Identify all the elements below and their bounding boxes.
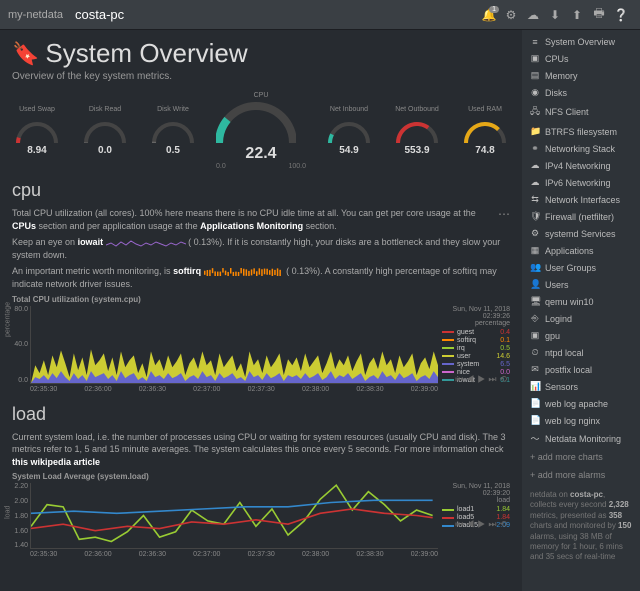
sidebar-item-web-log-apache[interactable]: 📄web log apache (522, 395, 640, 412)
gauge-net-inbound[interactable]: Net Inbound54.9 (324, 106, 374, 156)
sidebar-item-qemu-win10[interactable]: 🖥qemu win10 (522, 293, 640, 310)
sidebar-item-postfix-local[interactable]: ✉postfix local (522, 361, 640, 378)
sidebar-item-systemd-services[interactable]: ⚙systemd Services (522, 225, 640, 242)
sidebar-item-memory[interactable]: ▤Memory (522, 67, 640, 84)
sidebar-item-disks[interactable]: ◉Disks (522, 84, 640, 101)
sidebar: ≡System Overview▣CPUs▤Memory◉Disks🖧NFS C… (522, 30, 640, 591)
cpu-heading: cpu (12, 180, 510, 201)
gauge-disk-read[interactable]: Disk Read0.0 (80, 106, 130, 156)
sidebar-item-ipv6-networking[interactable]: ☁IPv6 Networking (522, 174, 640, 191)
add-alarms[interactable]: + add more alarms (522, 466, 640, 484)
alert-badge: 1 (489, 6, 499, 13)
bell-icon[interactable]: 🔔1 (478, 4, 500, 26)
load-heading: load (12, 404, 510, 425)
hostname[interactable]: costa-pc (75, 7, 124, 22)
sidebar-item-users[interactable]: 👤Users (522, 276, 640, 293)
sidebar-item-btrfs-filesystem[interactable]: 📁BTRFS filesystem (522, 123, 640, 140)
cpu-desc-2: Keep an eye on iowait ( 0.13%). If it is… (12, 236, 510, 261)
sidebar-item-system-overview[interactable]: ≡System Overview (522, 34, 640, 50)
chart-controls[interactable]: ⏮◀▶⏭⟲ (455, 374, 510, 385)
cpu-desc-1: Total CPU utilization (all cores). 100% … (12, 207, 510, 232)
cpu-chart-title: Total CPU utilization (system.cpu) (12, 295, 510, 304)
add-charts[interactable]: + add more charts (522, 448, 640, 466)
sidebar-item-web-log-nginx[interactable]: 📄web log nginx (522, 412, 640, 429)
legend-ts: Sun, Nov 11, 201802:39:26percentage (442, 306, 510, 327)
bookmark-icon: 🔖 (12, 41, 39, 67)
sidebar-item-network-interfaces[interactable]: ⇆Network Interfaces (522, 191, 640, 208)
help-icon[interactable]: ❔ (610, 4, 632, 26)
sidebar-item-logind[interactable]: ⎆Logind (522, 310, 640, 327)
cloud-icon[interactable]: ☁ (522, 4, 544, 26)
sidebar-item-networking-stack[interactable]: ⚭Networking Stack (522, 140, 640, 157)
cpu-desc-3: An important metric worth monitoring, is… (12, 265, 510, 290)
gauge-used-ram[interactable]: Used RAM74.8 (460, 106, 510, 156)
brand[interactable]: my-netdata (8, 9, 63, 21)
legend-ts: Sun, Nov 11, 201802:39:20load (442, 483, 510, 504)
page-subtitle: Overview of the key system metrics. (12, 71, 510, 82)
sidebar-item-netdata-monitoring[interactable]: 〜Netdata Monitoring (522, 429, 640, 448)
upload-icon[interactable]: ⬆ (566, 4, 588, 26)
gauge-used-swap[interactable]: Used Swap8.94 (12, 106, 62, 156)
sidebar-item-nfs-client[interactable]: 🖧NFS Client (522, 101, 640, 123)
load-chart[interactable]: load 2.202.001.801.601.40 02:35:3002:36:… (12, 483, 510, 561)
cpu-chart[interactable]: percentage 80.040.00.0 02:35:3002:36:000… (12, 306, 510, 396)
gauge-net-outbound[interactable]: Net Outbound553.9 (392, 106, 442, 156)
load-desc: Current system load, i.e. the number of … (12, 431, 510, 469)
sidebar-item-sensors[interactable]: 📊Sensors (522, 378, 640, 395)
sidebar-item-firewall-(netfilter)[interactable]: 🛡Firewall (netfilter) (522, 208, 640, 225)
sidebar-item-applications[interactable]: ▦Applications (522, 242, 640, 259)
sidebar-item-cpus[interactable]: ▣CPUs (522, 50, 640, 67)
sidebar-item-user-groups[interactable]: 👥User Groups (522, 259, 640, 276)
page-title: 🔖System Overview (12, 38, 510, 69)
load-chart-title: System Load Average (system.load) (12, 472, 510, 481)
chart-controls[interactable]: ⏮◀▶⏭⟲ (455, 519, 510, 530)
print-icon[interactable]: 🖶 (588, 4, 610, 26)
gear-icon[interactable]: ⚙ (500, 4, 522, 26)
sidebar-item-gpu[interactable]: ▣gpu (522, 327, 640, 344)
download-icon[interactable]: ⬇ (544, 4, 566, 26)
gauge-cpu[interactable]: CPU22.40.0100.0 (216, 92, 306, 170)
sidebar-item-ipv4-networking[interactable]: ☁IPv4 Networking (522, 157, 640, 174)
gauge-disk-write[interactable]: Disk Write0.5 (148, 106, 198, 156)
sidebar-item-ntpd-local[interactable]: ⏲ntpd local (522, 344, 640, 361)
sidebar-footer: netdata on costa-pc, collects every seco… (522, 484, 640, 569)
more-icon[interactable]: ⋯ (498, 207, 510, 221)
